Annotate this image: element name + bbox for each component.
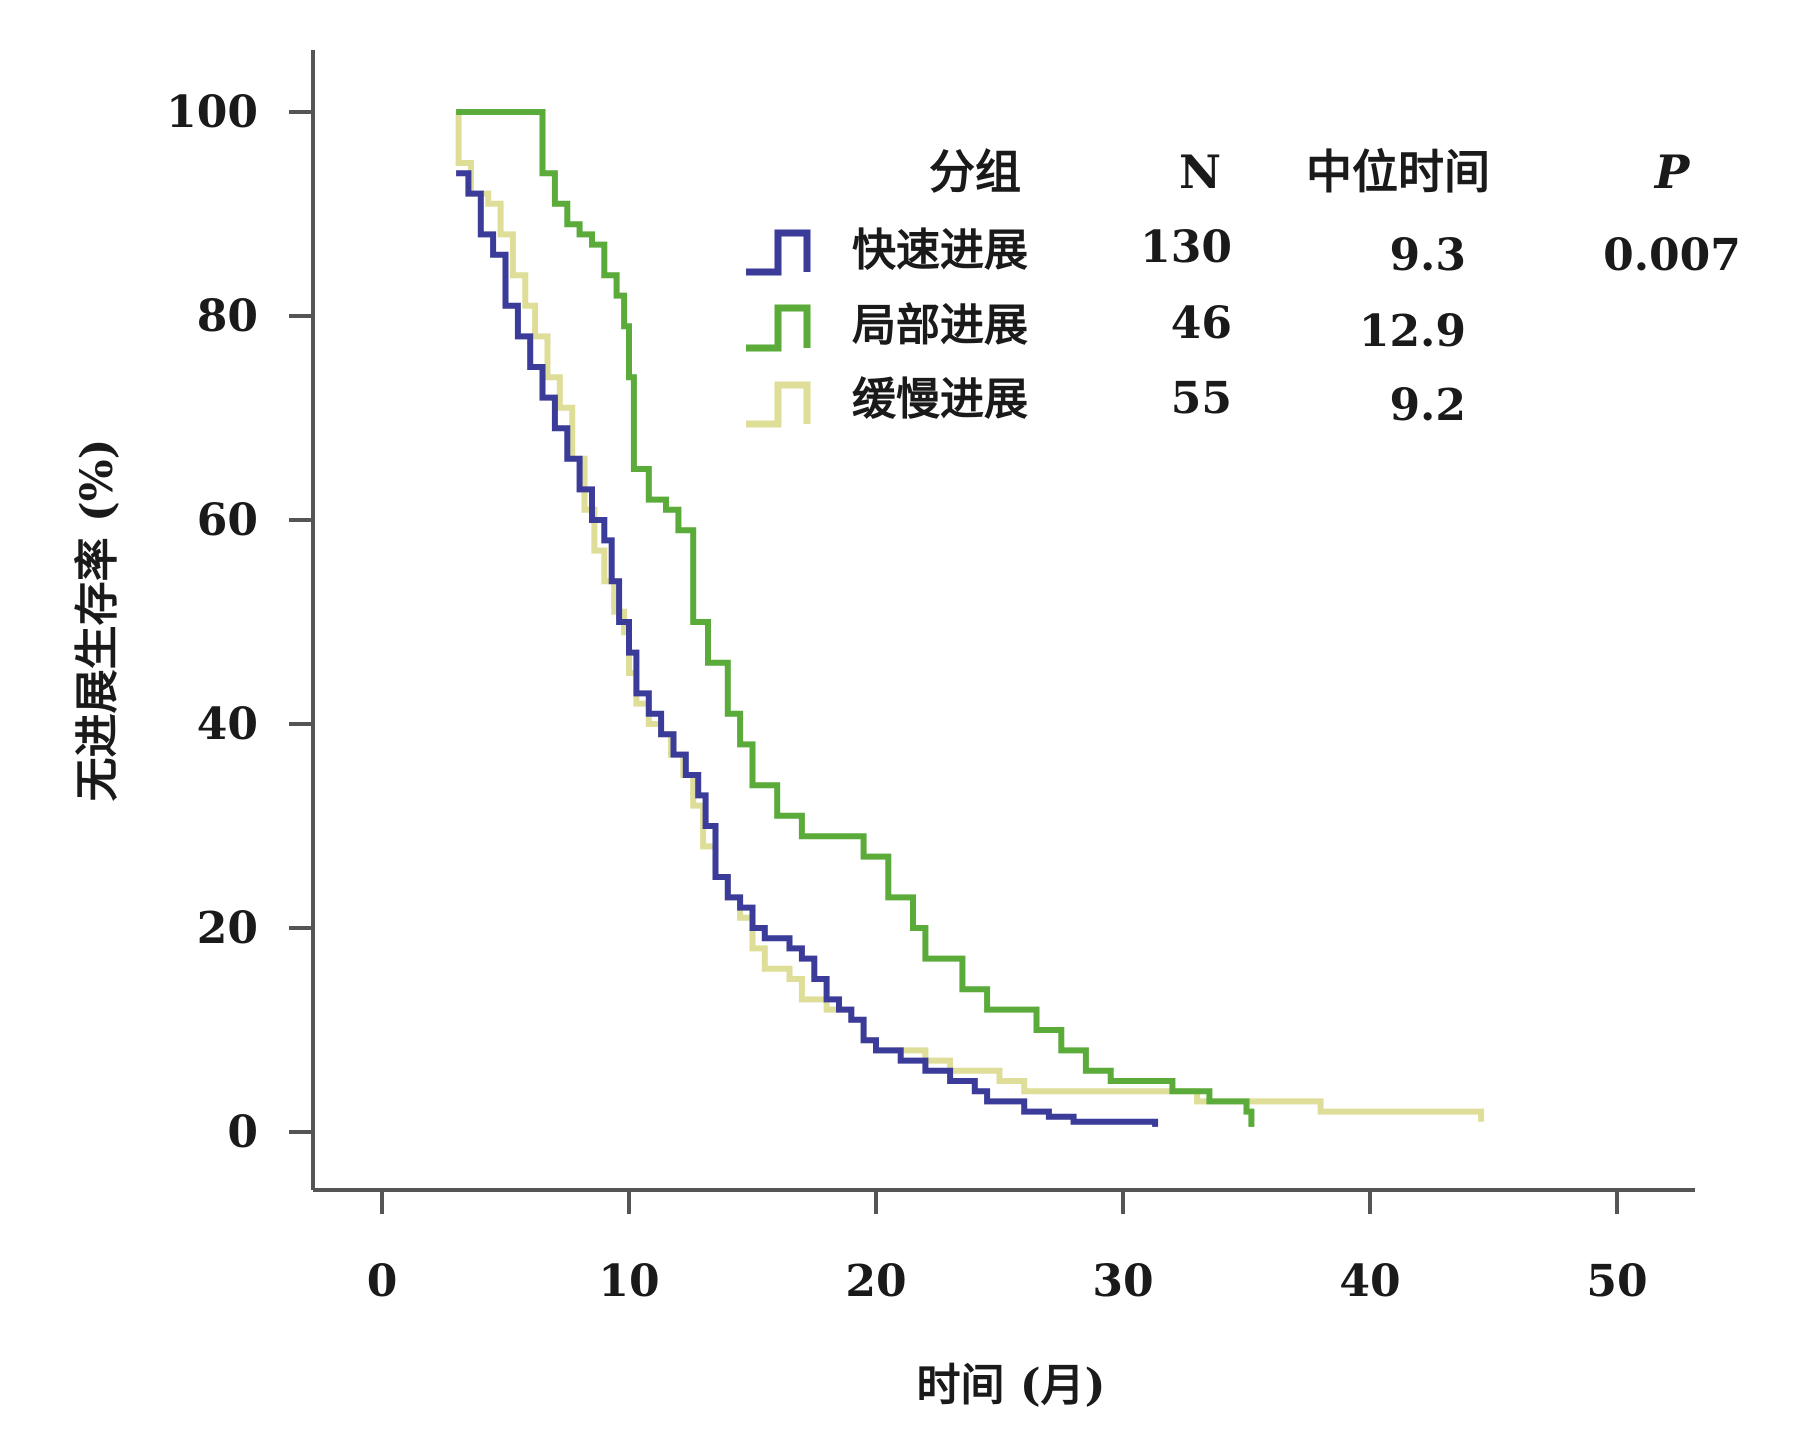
legend-median-local: 12.9 [1359, 306, 1466, 357]
x-tick-label: 40 [1339, 1256, 1400, 1307]
ticks: 0 10 20 30 40 50 0 20 40 60 80 100 [166, 87, 1647, 1307]
legend-n-local: 46 [1171, 298, 1232, 349]
legend-swatch-local [746, 304, 811, 352]
legend-group-fast: 快速进展 [852, 225, 1028, 276]
axes [311, 50, 1695, 1192]
legend-n-fast: 130 [1140, 222, 1232, 273]
y-axis-title: 无进展生存率 (%) [72, 439, 123, 802]
legend-header-n: N [1179, 145, 1221, 199]
legend: 分组 N 中位时间 P 快速进展 130 9.3 0.007 局部进展 46 1… [746, 145, 1741, 431]
legend-header-median: 中位时间 [1306, 145, 1490, 199]
series-line-local [456, 109, 1255, 1127]
legend-median-fast: 9.3 [1389, 230, 1466, 281]
legend-header-group: 分组 [929, 145, 1021, 199]
x-axis-title: 时间 (月) [917, 1360, 1106, 1411]
x-tick-label: 10 [598, 1256, 659, 1307]
legend-n-slow: 55 [1171, 373, 1232, 424]
legend-median-slow: 9.2 [1389, 380, 1466, 431]
legend-group-slow: 缓慢进展 [852, 374, 1028, 425]
series-line-fast [456, 170, 1159, 1127]
legend-header-p: P [1653, 145, 1691, 199]
legend-p-value: 0.007 [1603, 230, 1741, 281]
y-tick-label: 60 [197, 495, 258, 546]
y-tick-label: 20 [197, 903, 258, 954]
plot-area [455, 109, 1485, 1127]
y-tick-label: 80 [197, 291, 258, 342]
y-tick-label: 40 [197, 699, 258, 750]
legend-group-local: 局部进展 [852, 300, 1028, 351]
x-tick-label: 20 [845, 1256, 906, 1307]
x-tick-label: 0 [367, 1256, 398, 1307]
y-tick-label: 100 [166, 87, 258, 138]
x-tick-label: 50 [1586, 1256, 1647, 1307]
x-tick-label: 30 [1092, 1256, 1153, 1307]
legend-swatch-slow [746, 381, 811, 428]
legend-swatch-fast [746, 229, 811, 276]
y-tick-label: 0 [227, 1107, 258, 1158]
